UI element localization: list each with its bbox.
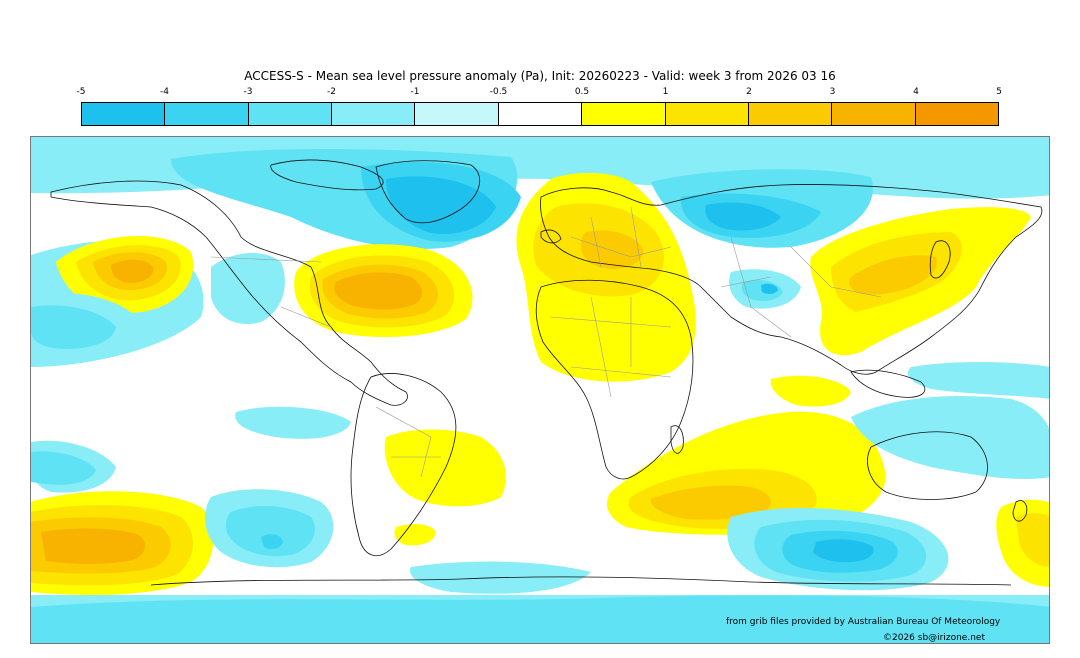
australia-coast [867,431,988,500]
legend-bin [248,103,333,125]
border-line [790,246,882,298]
anomaly-contour [386,176,496,234]
anomaly-contour [581,230,644,269]
border-line [280,306,332,328]
data-source-credit: from grib files provided by Australian B… [726,617,1001,627]
anomaly-contour [907,362,1049,399]
legend-bin [498,103,583,125]
maritime-continent-coast [850,369,926,398]
legend-tick: -0.5 [489,87,508,97]
border-line [590,296,612,398]
legend-bin [582,103,666,125]
border-line [550,316,672,328]
british-isles-coast [540,229,562,244]
anomaly-contour [761,283,778,295]
japan-coast [929,240,951,279]
legend-bin [915,103,998,125]
border-line [730,236,792,338]
anomaly-contour [334,272,423,310]
negative-anomaly-patches [31,252,1049,643]
greenland-coast [375,160,481,224]
border-line [375,406,432,478]
legend-tick: 0.5 [574,87,590,97]
legend-tick: -1 [410,87,420,97]
legend-tick: -3 [243,87,253,97]
legend-tick: -4 [160,87,169,97]
anomaly-contour [235,406,351,439]
anomaly-contour [1016,513,1049,567]
anomaly-contour [394,524,436,546]
border-line [570,366,672,378]
legend-bin [748,103,833,125]
legend-tick: 2 [746,87,752,97]
coastlines [50,159,1043,586]
anomaly-contour [770,375,851,407]
color-legend [81,102,999,126]
anomaly-contour [225,505,315,557]
legend-tick: 5 [996,87,1002,97]
north-atlantic-high [294,244,473,338]
anomaly-contour [848,255,937,295]
anomaly-map: from grib files provided by Australian B… [30,136,1050,644]
legend-tick: 4 [913,87,919,97]
anomaly-contour [111,259,154,283]
anomaly-contour [211,252,285,325]
madagascar-coast [670,425,684,454]
anomaly-contour [31,451,96,485]
africa-coast [535,279,694,480]
north-pacific-high [31,235,204,367]
anomaly-contour [41,528,145,564]
legend-bin [332,103,416,125]
anomaly-contour [261,534,283,550]
east-asia-high [810,207,1031,356]
north-america-coast [50,180,408,406]
canadian-archipelago-coast [270,159,384,191]
anomaly-contour [31,595,1049,643]
legend-tick: 3 [829,87,836,97]
copyright-credit: ©2026 sb@irizone.net [883,633,985,643]
antarctica-coast [150,576,1012,586]
legend-tick: -2 [327,87,336,97]
legend-bin [415,103,499,125]
anomaly-contour [813,539,874,563]
map-canvas [31,137,1049,643]
arctic-negative-anomaly [31,137,1049,249]
anomaly-contour [851,396,1049,479]
legend-bin [832,103,916,125]
anomaly-contour [705,202,781,231]
new-zealand-coast [1012,500,1028,522]
legend-tick-labels: -5 -4 -3 -2 -1 -0.5 0.5 1 2 3 4 5 [77,86,1002,100]
south-america-coast [350,373,457,557]
legend-bin [82,103,166,125]
border-line [630,206,642,268]
eurasia-africa-high [516,172,851,407]
legend-tick: -5 [76,87,86,97]
legend-bin [165,103,249,125]
legend-tick: 1 [662,87,669,97]
border-line [720,276,772,288]
anomaly-contour [650,485,771,520]
border-line [590,216,602,268]
legend-bin [665,103,749,125]
eurasia-coast [540,184,1043,375]
border-line [570,236,672,258]
chart-title: ACCESS-S - Mean sea level pressure anoma… [244,69,836,83]
country-borders [210,206,882,478]
anomaly-contour [31,305,116,349]
border-line [210,256,322,263]
